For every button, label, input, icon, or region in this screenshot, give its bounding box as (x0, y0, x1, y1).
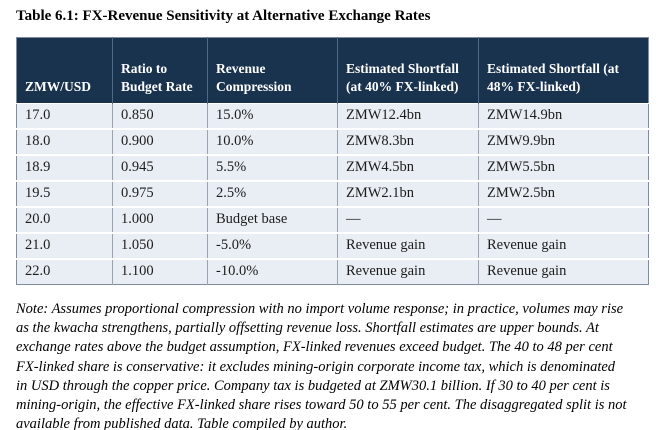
column-header-ratio-to-budget-rate: Ratio to Budget Rate (112, 37, 208, 104)
table-cell: 0.945 (112, 153, 208, 181)
table-cell: ZMW12.4bn (337, 102, 479, 129)
table-title: Table 6.1: FX-Revenue Sensitivity at Alt… (16, 8, 431, 24)
table-cell: 10.0% (207, 127, 338, 155)
table-row: 20.0 1.000 Budget base — — (16, 205, 649, 233)
table-cell: 15.0% (207, 102, 338, 129)
table-cell: — (478, 205, 649, 233)
table-row: 18.9 0.945 5.5% ZMW4.5bn ZMW5.5bn (16, 153, 649, 181)
table-cell: 1.000 (112, 205, 208, 233)
table-cell: 2.5% (207, 179, 338, 207)
header-row: ZMW/USD Ratio to Budget Rate Revenue Com… (16, 37, 649, 104)
table-cell: Revenue gain (478, 257, 649, 285)
table-row: 17.0 0.850 15.0% ZMW12.4bn ZMW14.9bn (16, 102, 649, 129)
column-header-shortfall-40: Estimated Shortfall (at 40% FX-linked) (337, 37, 479, 104)
table-cell: Revenue gain (337, 231, 479, 259)
column-header-revenue-compression: Revenue Compression (207, 37, 338, 104)
table-cell: Revenue gain (337, 257, 479, 285)
table-cell: 18.9 (16, 153, 113, 181)
table-cell: ZMW14.9bn (478, 102, 649, 129)
table-cell: Budget base (207, 205, 338, 233)
table-cell: 1.050 (112, 231, 208, 259)
table-cell: 19.5 (16, 179, 113, 207)
table-cell: Revenue gain (478, 231, 649, 259)
table-cell: 21.0 (16, 231, 113, 259)
table-row: 21.0 1.050 -5.0% Revenue gain Revenue ga… (16, 231, 649, 259)
table-cell: ZMW2.5bn (478, 179, 649, 207)
table-cell: 5.5% (207, 153, 338, 181)
table-cell: 20.0 (16, 205, 113, 233)
table-cell: 22.0 (16, 257, 113, 285)
table-cell: 1.100 (112, 257, 208, 285)
table-cell: 0.975 (112, 179, 208, 207)
table-row: 18.0 0.900 10.0% ZMW8.3bn ZMW9.9bn (16, 127, 649, 155)
table-cell: — (337, 205, 479, 233)
table-note: Note: Assumes proportional compression w… (16, 300, 627, 430)
column-header-zmw-usd: ZMW/USD (16, 37, 113, 104)
table-row: 22.0 1.100 -10.0% Revenue gain Revenue g… (16, 257, 649, 285)
table-cell: 17.0 (16, 102, 113, 129)
table-cell: ZMW8.3bn (337, 127, 479, 155)
table-cell: ZMW9.9bn (478, 127, 649, 155)
column-header-shortfall-48: Estimated Shortfall (at 48% FX-linked) (478, 37, 649, 104)
table-cell: 18.0 (16, 127, 113, 155)
table-cell: ZMW2.1bn (337, 179, 479, 207)
table-cell: ZMW5.5bn (478, 153, 649, 181)
table-cell: 0.900 (112, 127, 208, 155)
table-row: 19.5 0.975 2.5% ZMW2.1bn ZMW2.5bn (16, 179, 649, 207)
fx-sensitivity-table: ZMW/USD Ratio to Budget Rate Revenue Com… (16, 36, 649, 285)
table-cell: -10.0% (207, 257, 338, 285)
table-cell: 0.850 (112, 102, 208, 129)
table-cell: ZMW4.5bn (337, 153, 479, 181)
table-cell: -5.0% (207, 231, 338, 259)
